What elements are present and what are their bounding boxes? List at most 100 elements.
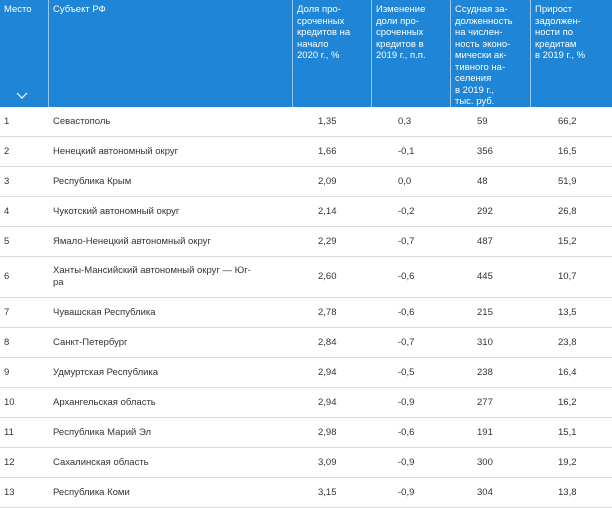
- overdue-change-cell: 0,0: [398, 175, 412, 187]
- rank-cell: 10: [4, 396, 15, 408]
- overdue-share-cell: 2,29: [318, 235, 337, 247]
- debt-growth-cell: 13,5: [558, 306, 577, 318]
- header-debt-growth[interactable]: Прирост задолжен- ности по кредитам в 20…: [535, 4, 586, 61]
- overdue-share-cell: 2,60: [318, 271, 337, 282]
- overdue-change-cell: -0,1: [398, 145, 415, 157]
- overdue-share-cell: 1,66: [318, 145, 337, 157]
- table-row[interactable]: 11 Республика Марий Эл 2,98 -0,6 191 15,1: [0, 418, 612, 448]
- rank-cell: 5: [4, 235, 10, 247]
- table-row[interactable]: 13 Республика Коми 3,15 -0,9 304 13,8: [0, 478, 612, 508]
- table-row[interactable]: 2 Ненецкий автономный округ 1,66 -0,1 356 16,…: [0, 137, 612, 167]
- overdue-share-cell: 3,15: [318, 486, 337, 498]
- rank-cell: 8: [4, 336, 10, 348]
- rank-cell: 1: [4, 115, 10, 127]
- table-header: Место Субъект РФ Доля про- сроченных кре…: [0, 0, 612, 107]
- overdue-share-cell: 2,78: [318, 306, 337, 318]
- rank-cell: 3: [4, 175, 10, 187]
- debt-per-capita-cell: 48: [477, 175, 488, 187]
- table-row[interactable]: 3 Республика Крым 2,09 0,0 48 51,9: [0, 167, 612, 197]
- rank-cell: 12: [4, 456, 15, 468]
- overdue-change-cell: 0,3: [398, 115, 412, 127]
- debt-growth-cell: 23,8: [558, 336, 577, 348]
- overdue-change-cell: -0,7: [398, 336, 415, 348]
- debt-per-capita-cell: 487: [477, 235, 493, 247]
- table-body: 1 Севастополь 1,35 0,3 59 66,2 2 Ненецкий автон…: [0, 107, 612, 508]
- overdue-change-cell: -0,5: [398, 366, 415, 378]
- region-cell: Севастополь: [53, 115, 111, 127]
- debt-growth-cell: 15,2: [558, 235, 577, 247]
- debt-per-capita-cell: 191: [477, 426, 493, 438]
- header-overdue-change[interactable]: Изменение доли про- сроченных кредитов в…: [376, 4, 426, 61]
- debt-growth-cell: 26,8: [558, 205, 577, 217]
- region-cell: Чукотский автономный округ: [53, 205, 180, 217]
- overdue-change-cell: -0,6: [398, 306, 415, 318]
- header-region[interactable]: Субъект РФ: [53, 4, 106, 15]
- debt-per-capita-cell: 215: [477, 306, 493, 318]
- debt-per-capita-cell: 238: [477, 366, 493, 378]
- header-divider: [371, 0, 372, 107]
- region-cell: Ненецкий автономный округ: [53, 145, 179, 157]
- table-row[interactable]: 10 Архангельская область 2,94 -0,9 277 16,2: [0, 388, 612, 418]
- overdue-share-cell: 2,94: [318, 396, 337, 408]
- overdue-change-cell: -0,2: [398, 205, 415, 217]
- header-divider: [292, 0, 293, 107]
- debt-growth-cell: 10,7: [558, 271, 577, 282]
- overdue-change-cell: -0,6: [398, 426, 415, 438]
- table-row[interactable]: 4 Чукотский автономный округ 2,14 -0,2 292 26…: [0, 197, 612, 227]
- region-cell: Ямало-Ненецкий автономный округ: [53, 235, 211, 247]
- region-cell: Республика Коми: [53, 486, 130, 498]
- header-overdue-share[interactable]: Доля про- сроченных кредитов на начало 2…: [297, 4, 351, 61]
- rank-cell: 4: [4, 205, 10, 217]
- overdue-share-cell: 3,09: [318, 456, 337, 468]
- debt-per-capita-cell: 300: [477, 456, 493, 468]
- chevron-down-icon[interactable]: [16, 92, 28, 100]
- overdue-share-cell: 2,94: [318, 366, 337, 378]
- debt-per-capita-cell: 292: [477, 205, 493, 217]
- table-row[interactable]: 1 Севастополь 1,35 0,3 59 66,2: [0, 107, 612, 137]
- overdue-change-cell: -0,9: [398, 486, 415, 498]
- table-row[interactable]: 6 Ханты-Мансийский автономный округ — Юг-…: [0, 257, 612, 298]
- rank-cell: 2: [4, 145, 10, 157]
- header-debt-per-capita[interactable]: Ссудная за- долженность на числен- ность…: [455, 4, 513, 107]
- overdue-change-cell: -0,7: [398, 235, 415, 247]
- debt-growth-cell: 15,1: [558, 426, 577, 438]
- debt-per-capita-cell: 277: [477, 396, 493, 408]
- rank-cell: 6: [4, 271, 10, 282]
- region-cell: Сахалинская область: [53, 456, 149, 468]
- region-cell: Архангельская область: [53, 396, 156, 408]
- overdue-share-cell: 2,09: [318, 175, 337, 187]
- region-cell: Республика Марий Эл: [53, 426, 152, 438]
- header-divider: [48, 0, 49, 107]
- debt-growth-cell: 16,5: [558, 145, 577, 157]
- overdue-share-cell: 2,14: [318, 205, 337, 217]
- region-cell: Санкт-Петербург: [53, 336, 128, 348]
- rank-cell: 13: [4, 486, 15, 498]
- region-cell: Ханты-Мансийский автономный округ — Юг- …: [53, 265, 251, 288]
- region-cell: Удмуртская Республика: [53, 366, 159, 378]
- debt-per-capita-cell: 356: [477, 145, 493, 157]
- header-divider: [450, 0, 451, 107]
- rank-cell: 11: [4, 426, 14, 438]
- overdue-change-cell: -0,9: [398, 456, 415, 468]
- debt-per-capita-cell: 310: [477, 336, 493, 348]
- overdue-share-cell: 1,35: [318, 115, 337, 127]
- debt-growth-cell: 16,4: [558, 366, 577, 378]
- table-row[interactable]: 8 Санкт-Петербург 2,84 -0,7 310 23,8: [0, 328, 612, 358]
- overdue-change-cell: -0,9: [398, 396, 415, 408]
- debt-growth-cell: 16,2: [558, 396, 577, 408]
- header-divider: [530, 0, 531, 107]
- rank-cell: 7: [4, 306, 10, 318]
- debt-growth-cell: 13,8: [558, 486, 577, 498]
- debt-growth-cell: 19,2: [558, 456, 577, 468]
- overdue-share-cell: 2,98: [318, 426, 337, 438]
- table-row[interactable]: 9 Удмуртская Республика 2,94 -0,5 238 16,4: [0, 358, 612, 388]
- header-rank[interactable]: Место: [4, 4, 32, 15]
- table-row[interactable]: 12 Сахалинская область 3,09 -0,9 300 19,2: [0, 448, 612, 478]
- debt-per-capita-cell: 445: [477, 271, 493, 282]
- overdue-change-cell: -0,6: [398, 271, 415, 282]
- table-row[interactable]: 7 Чувашская Республика 2,78 -0,6 215 13,5: [0, 298, 612, 328]
- table-row[interactable]: 5 Ямало-Ненецкий автономный округ 2,29 -0,7…: [0, 227, 612, 257]
- rank-cell: 9: [4, 366, 10, 378]
- region-cell: Чувашская Республика: [53, 306, 156, 318]
- region-cell: Республика Крым: [53, 175, 132, 187]
